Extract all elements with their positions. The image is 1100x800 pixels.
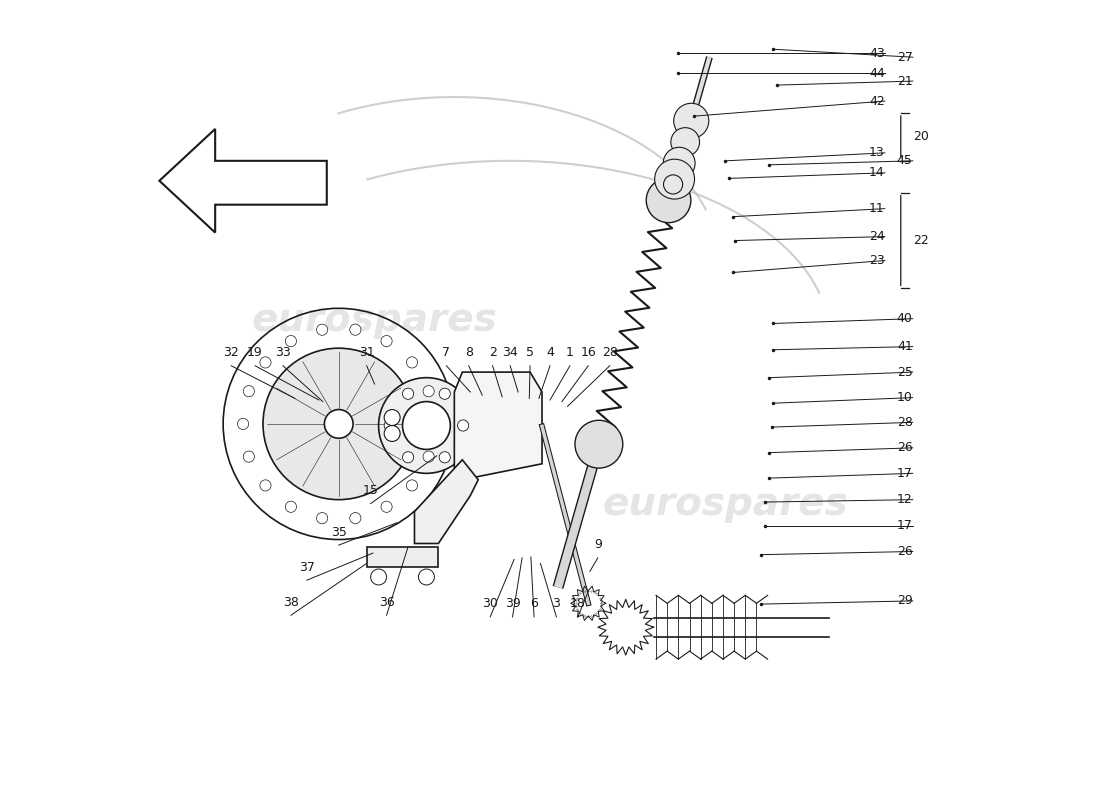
Circle shape [418, 569, 434, 585]
Text: 24: 24 [869, 230, 884, 243]
Text: 1: 1 [566, 346, 574, 359]
Text: 11: 11 [869, 202, 884, 215]
Circle shape [406, 480, 418, 491]
Text: 6: 6 [530, 598, 538, 610]
Text: 32: 32 [223, 346, 239, 359]
Circle shape [384, 420, 395, 431]
Circle shape [260, 357, 271, 368]
Text: eurospares: eurospares [252, 302, 497, 339]
Polygon shape [454, 372, 542, 480]
Text: 14: 14 [869, 166, 884, 179]
Text: 45: 45 [896, 154, 913, 167]
Circle shape [381, 501, 393, 512]
Circle shape [285, 501, 297, 512]
Text: 8: 8 [464, 346, 473, 359]
Circle shape [371, 569, 386, 585]
Text: 5: 5 [526, 346, 535, 359]
Circle shape [654, 159, 694, 199]
Text: 34: 34 [503, 346, 518, 359]
Text: 43: 43 [869, 46, 884, 60]
Text: 28: 28 [602, 346, 618, 359]
Text: 39: 39 [505, 598, 520, 610]
Text: 27: 27 [896, 50, 913, 64]
Circle shape [243, 386, 254, 397]
Text: 44: 44 [869, 66, 884, 80]
Circle shape [646, 178, 691, 222]
Text: 2: 2 [488, 346, 496, 359]
Circle shape [663, 175, 683, 194]
Text: 31: 31 [359, 346, 374, 359]
Circle shape [671, 128, 700, 156]
Text: 40: 40 [896, 312, 913, 325]
Text: 20: 20 [913, 130, 928, 143]
Text: 23: 23 [869, 254, 884, 267]
Circle shape [673, 103, 708, 138]
Circle shape [424, 386, 434, 397]
Circle shape [403, 388, 414, 399]
Text: 12: 12 [896, 493, 913, 506]
Circle shape [260, 480, 271, 491]
Text: 25: 25 [896, 366, 913, 378]
Text: 17: 17 [896, 467, 913, 480]
Circle shape [381, 335, 393, 346]
Text: 30: 30 [482, 598, 498, 610]
Text: 21: 21 [896, 74, 913, 88]
Circle shape [403, 402, 450, 450]
Circle shape [458, 420, 469, 431]
Text: 18: 18 [570, 598, 586, 610]
Text: 29: 29 [896, 594, 913, 607]
Circle shape [263, 348, 415, 500]
Polygon shape [160, 129, 327, 233]
Text: 36: 36 [378, 596, 395, 609]
Polygon shape [415, 460, 478, 543]
Text: 38: 38 [283, 596, 299, 609]
Text: 7: 7 [442, 346, 450, 359]
Text: 17: 17 [896, 519, 913, 533]
Circle shape [324, 410, 353, 438]
Circle shape [378, 378, 474, 474]
Circle shape [575, 420, 623, 468]
Text: 26: 26 [896, 545, 913, 558]
Circle shape [285, 335, 297, 346]
Text: eurospares: eurospares [603, 485, 848, 522]
Circle shape [317, 513, 328, 524]
Text: 22: 22 [913, 234, 928, 247]
Text: 19: 19 [248, 346, 263, 359]
Text: 10: 10 [896, 391, 913, 404]
Text: 33: 33 [275, 346, 290, 359]
Text: 9: 9 [594, 538, 602, 551]
Circle shape [350, 513, 361, 524]
Circle shape [403, 452, 414, 463]
Text: 16: 16 [581, 346, 596, 359]
Text: 35: 35 [331, 526, 346, 538]
Circle shape [439, 452, 450, 463]
Circle shape [663, 147, 695, 179]
Circle shape [384, 426, 400, 442]
Circle shape [384, 410, 400, 426]
Text: 3: 3 [552, 598, 560, 610]
Circle shape [439, 388, 450, 399]
Text: 42: 42 [869, 94, 884, 107]
Circle shape [429, 418, 440, 430]
Circle shape [243, 451, 254, 462]
Text: 13: 13 [869, 146, 884, 159]
Text: 4: 4 [546, 346, 554, 359]
Text: 26: 26 [896, 442, 913, 454]
Text: 41: 41 [896, 340, 913, 353]
Circle shape [238, 418, 249, 430]
Text: 37: 37 [299, 561, 315, 574]
Text: 28: 28 [896, 416, 913, 429]
Bar [366, 547, 439, 567]
Text: 15: 15 [363, 484, 378, 498]
Circle shape [350, 324, 361, 335]
Circle shape [317, 324, 328, 335]
Circle shape [406, 357, 418, 368]
Circle shape [424, 451, 434, 462]
